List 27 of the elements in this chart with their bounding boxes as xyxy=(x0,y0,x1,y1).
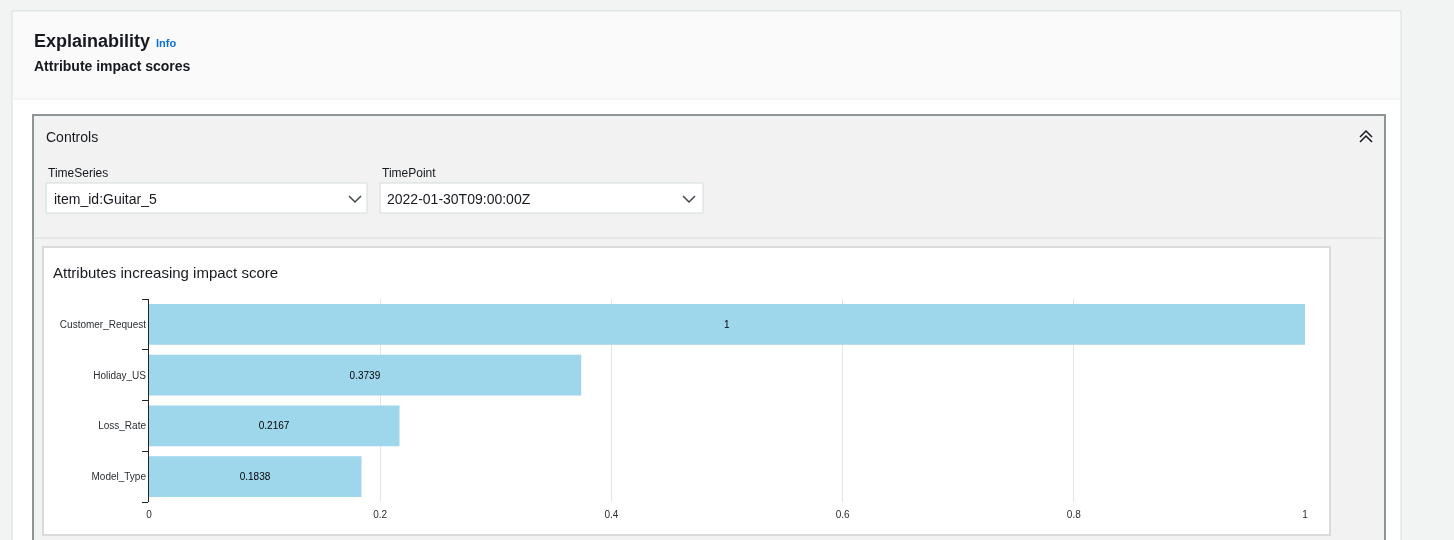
data-label: 1 xyxy=(724,318,730,330)
x-tick-label: 1 xyxy=(1302,509,1309,520)
x-tick-label: 0.8 xyxy=(1066,509,1082,520)
x-tick-label: 0.4 xyxy=(604,509,619,520)
data-label: 0.1838 xyxy=(239,471,271,483)
y-tick-label: Customer_Request xyxy=(59,318,147,330)
text: Attribute impact scores xyxy=(34,58,191,74)
x-tick-label: 0.2 xyxy=(373,509,388,520)
text: Explainability xyxy=(34,31,151,51)
x-tick-label: 0.6 xyxy=(835,509,850,520)
y-tick-label: Model_Type xyxy=(91,471,147,483)
bar xyxy=(149,405,400,447)
chart-title: Attributes increasing impact score xyxy=(53,264,279,282)
y-tick-label: Loss_Rate xyxy=(98,420,147,432)
text: TimeSeries xyxy=(48,166,109,180)
data-label: 0.2167 xyxy=(258,420,290,432)
text: 2022-01-30T09:00:00Z xyxy=(387,191,531,207)
text: item_id:Guitar_5 xyxy=(54,191,157,207)
data-label: 0.3739 xyxy=(349,369,381,381)
text: Controls xyxy=(46,129,99,145)
text: TimePoint xyxy=(382,166,437,180)
y-tick-label: Holiday_US xyxy=(93,369,147,381)
x-tick-label: 0 xyxy=(146,509,153,520)
bar xyxy=(149,304,1305,345)
text: Info xyxy=(156,37,177,49)
bar xyxy=(149,354,582,396)
bar xyxy=(149,456,362,497)
